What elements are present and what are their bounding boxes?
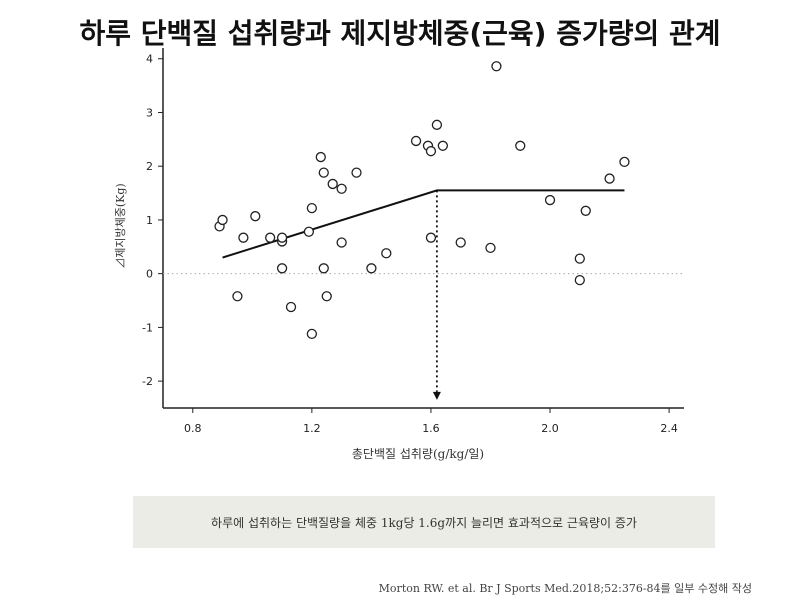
data-point (574, 274, 585, 286)
data-point (410, 135, 422, 147)
data-point (381, 248, 392, 259)
y-axis-label: ⊿제지방체중(Kg) (114, 183, 127, 268)
data-point (366, 263, 377, 274)
y-tick-label: 2 (146, 160, 153, 173)
data-point (437, 140, 449, 151)
x-tick-label: 2.4 (660, 422, 678, 435)
data-point (327, 178, 338, 190)
data-point (321, 291, 332, 302)
summary-note: 하루에 섭취하는 단백질량을 체중 1kg당 1.6g까지 늘리면 효과적으로 … (133, 496, 715, 548)
x-axis-label: 총단백질 섭취량(g/kg/일) (352, 447, 484, 461)
data-point (265, 232, 276, 243)
data-point (306, 202, 318, 214)
chart-points (214, 61, 630, 340)
breakpoint-arrow-head (432, 391, 441, 400)
data-point (217, 214, 228, 226)
data-point (425, 232, 437, 243)
data-point (336, 183, 347, 194)
x-tick-label: 0.8 (184, 422, 202, 435)
data-point (580, 205, 591, 216)
data-point (604, 173, 615, 184)
y-tick-label: 1 (146, 214, 153, 227)
x-tick-label: 1.2 (303, 422, 321, 435)
y-tick-label: -2 (142, 375, 153, 388)
y-tick-label: 4 (146, 53, 153, 66)
data-point (250, 211, 261, 222)
data-point (491, 61, 502, 72)
data-point (351, 167, 362, 178)
data-point (485, 242, 496, 254)
source-citation: Morton RW. et al. Br J Sports Med.2018;5… (378, 582, 752, 595)
fit-line (222, 189, 625, 259)
data-point (315, 151, 326, 163)
data-point (318, 263, 329, 274)
y-tick-label: 0 (146, 268, 153, 281)
data-point (619, 156, 630, 168)
data-point (515, 140, 526, 151)
chart-axes (162, 48, 684, 409)
data-point (425, 146, 437, 157)
data-point (303, 226, 315, 237)
data-point (276, 232, 288, 243)
data-point (544, 194, 556, 206)
data-point (232, 291, 243, 302)
x-tick-label: 1.6 (422, 422, 440, 435)
y-tick-label: 3 (146, 106, 153, 119)
x-tick-label: 2.0 (541, 422, 559, 435)
chart-ticks: 4 3 2 1 0 -1 -2 0.8 1.2 1.6 2.0 2.4 (142, 53, 678, 435)
data-point (285, 301, 297, 313)
chart-title: 하루 단백질 섭취량과 제지방체중(근육) 증가량의 관계 (79, 17, 721, 50)
data-point (276, 263, 288, 274)
data-point (318, 167, 329, 178)
data-point (431, 119, 443, 130)
data-point (574, 253, 585, 264)
y-tick-label: -1 (142, 321, 153, 334)
data-point (306, 328, 318, 340)
summary-note-text: 하루에 섭취하는 단백질량을 체중 1kg당 1.6g까지 늘리면 효과적으로 … (211, 515, 637, 530)
data-point (336, 237, 347, 248)
data-point (455, 237, 466, 248)
chart-lines (163, 189, 684, 400)
data-point (238, 232, 249, 243)
